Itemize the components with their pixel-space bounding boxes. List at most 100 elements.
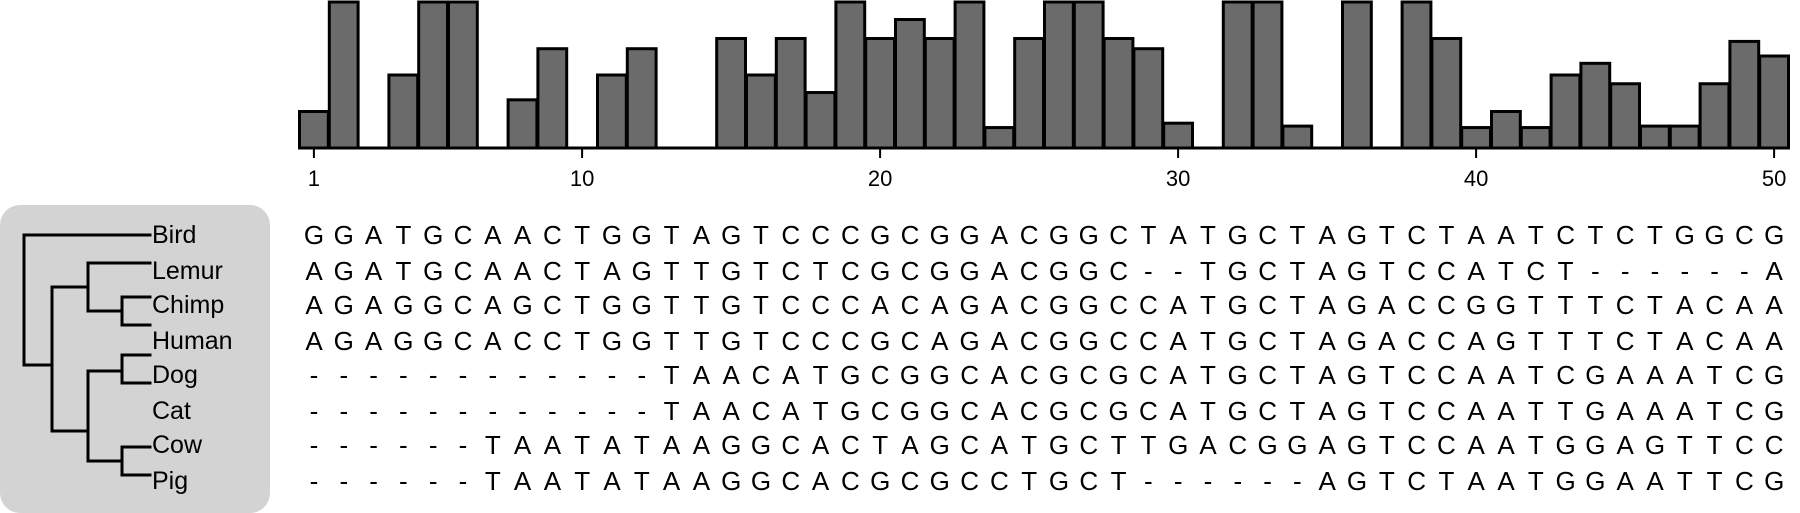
alignment-gap: - [458,466,468,496]
alignment-base: C [1437,360,1456,390]
alignment-base: C [1139,326,1158,356]
alignment-base: T [1527,466,1544,496]
alignment-base: T [1527,430,1544,460]
alignment-base: T [1289,256,1306,286]
alignment-base: C [900,220,920,250]
alignment-base: T [1647,326,1663,356]
alignment-base: T [1706,466,1723,496]
alignment-base: G [721,466,742,496]
alignment-gap: - [369,360,378,390]
alignment-gap: - [1173,466,1183,496]
alignment-base: A [1467,326,1485,356]
alignment-base: G [631,326,652,356]
alignment-base: C [1139,290,1158,320]
alignment-base: A [1318,290,1336,320]
alignment-gap: - [637,396,647,426]
histogram-bar [1728,39,1761,150]
alignment-base: G [929,430,950,460]
species-label-lemur: Lemur [152,257,223,285]
alignment-base: G [1227,360,1248,390]
alignment-base: C [751,360,771,390]
x-tick-label: 30 [1165,166,1191,191]
alignment-base: A [364,220,383,250]
alignment-base: T [633,430,650,460]
alignment-base: C [1437,430,1456,460]
alignment-gap: - [399,360,408,390]
alignment-base: T [1200,326,1216,356]
alignment-gap: - [428,360,438,390]
alignment-base: T [693,326,710,356]
alignment-base: A [513,466,532,496]
alignment-base: C [781,466,801,496]
alignment-gap: - [399,430,408,460]
alignment-gap: - [1144,466,1153,496]
alignment-base: G [929,360,950,390]
alignment-base: A [1676,396,1694,426]
alignment-base: T [1289,220,1306,250]
alignment-base: A [543,430,562,460]
alignment-base: C [1407,326,1426,356]
alignment-base: G [1495,290,1517,320]
alignment-base: A [692,220,711,250]
alignment-base: G [1078,256,1099,286]
alignment-base: G [1346,466,1368,496]
alignment-base: A [990,290,1009,320]
alignment-base: A [1497,466,1515,496]
alignment-base: G [1287,430,1308,460]
alignment-base: G [423,290,444,320]
x-tick-label: 20 [867,166,893,191]
alignment-base: A [1646,396,1664,426]
alignment-base: G [1346,430,1368,460]
alignment-base: C [1437,396,1456,426]
alignment-base: A [811,466,830,496]
alignment-base: T [1021,430,1038,460]
alignment-base: T [1706,396,1723,426]
alignment-base: C [841,290,860,320]
alignment-base: T [1557,290,1574,320]
alignment-gap: - [548,396,557,426]
alignment-base: A [484,326,502,356]
alignment-base: T [663,326,680,356]
alignment-base: A [364,326,383,356]
alignment-base: G [1048,290,1070,320]
alignment-base: A [1318,220,1336,250]
alignment-base: T [693,290,710,320]
alignment-base: G [1346,220,1368,250]
alignment-base: C [1615,326,1635,356]
alignment-base: C [781,220,801,250]
alignment-gap: - [1591,256,1600,286]
alignment-gap: - [1293,466,1302,496]
alignment-base: A [603,466,621,496]
alignment-base: G [1048,326,1070,356]
alignment-base: C [1258,326,1277,356]
alignment-base: T [1289,326,1306,356]
alignment-base: A [1497,220,1515,250]
species-label-cat: Cat [152,397,191,425]
alignment-base: G [929,466,950,496]
alignment-base: A [513,220,532,250]
alignment-base: A [662,430,681,460]
alignment-base: G [393,326,414,356]
x-tick-label: 1 [307,166,321,191]
histogram-bar [1132,47,1165,150]
alignment-base: A [1318,326,1336,356]
alignment-base: A [1467,396,1485,426]
alignment-base: C [1109,326,1128,356]
alignment-gap: - [458,360,468,390]
alignment-base: C [1407,466,1426,496]
alignment-base: A [1318,396,1336,426]
alignment-base: A [305,326,323,356]
alignment-base: T [1021,466,1038,496]
phylogenetic-tree [22,233,152,477]
alignment-base: A [1676,326,1694,356]
alignment-base: C [1407,256,1426,286]
alignment-base: C [990,466,1009,496]
alignment-base: A [990,396,1009,426]
alignment-gap: - [637,360,647,390]
alignment-base: G [631,290,652,320]
alignment-base: G [870,466,891,496]
histogram-bar [1162,121,1194,150]
alignment-base: A [484,220,502,250]
alignment-base: G [1466,290,1487,320]
alignment-base: T [1378,360,1395,390]
